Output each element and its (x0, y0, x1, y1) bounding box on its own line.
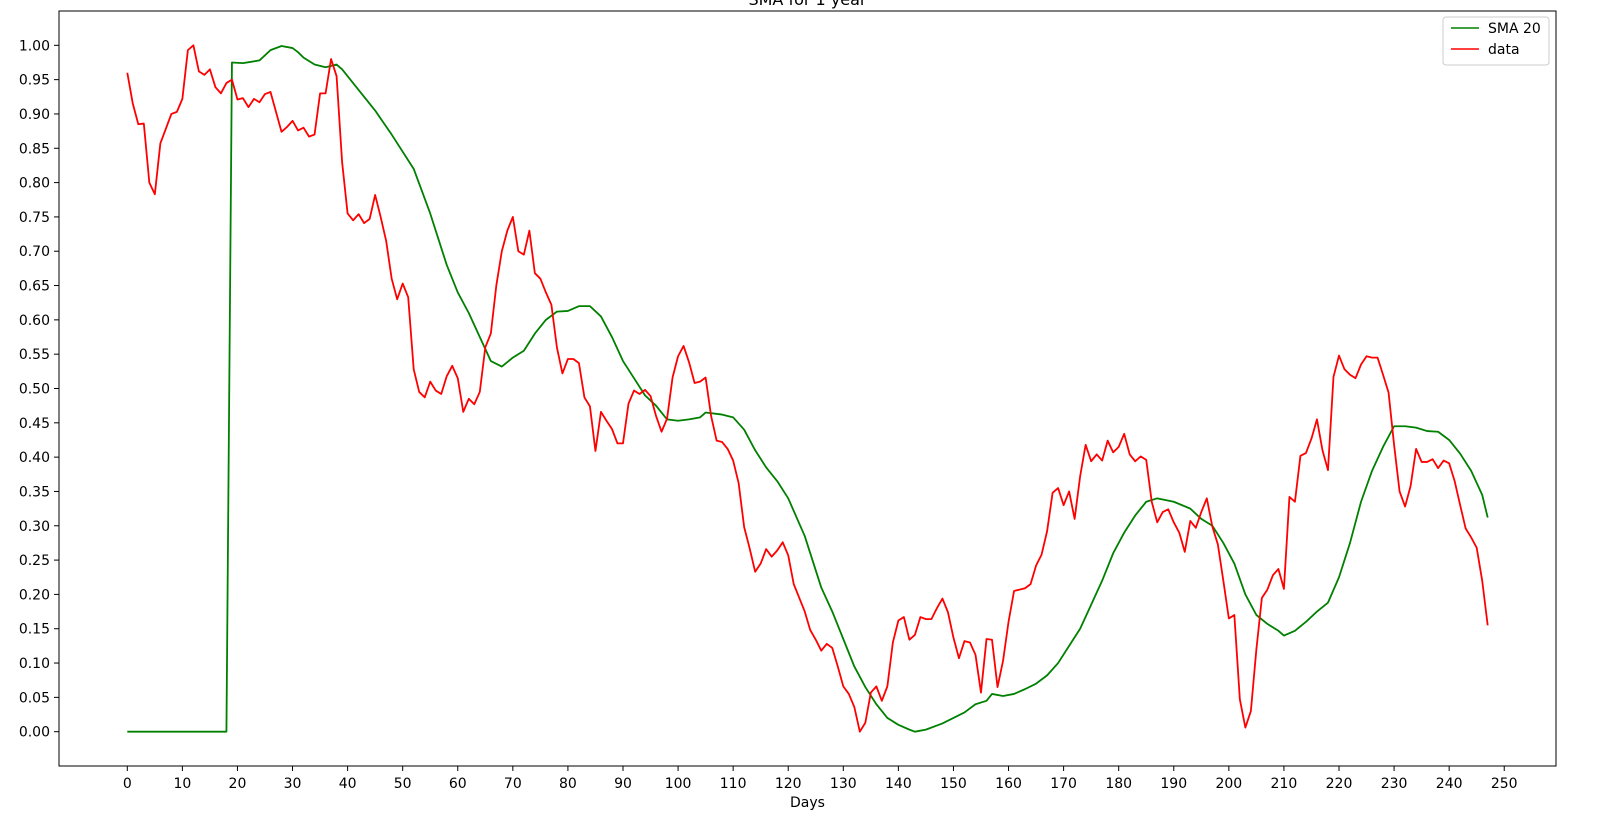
x-axis-ticks: 0 10 20 30 40 50 60 70 80 90 100 110 120 130 140 150 160… (123, 766, 1518, 792)
x-tick-label: 0 (123, 776, 132, 792)
y-tick-label: 0.95 (19, 73, 50, 89)
x-tick-label: 80 (559, 776, 577, 792)
x-tick-label: 200 (1215, 776, 1242, 792)
y-tick-label: 0.85 (19, 141, 50, 157)
y-tick-label: 0.35 (19, 484, 50, 500)
x-tick-label: 160 (995, 776, 1022, 792)
series-line-sma-20 (127, 45, 1489, 733)
series-line-data (126, 44, 1489, 733)
x-axis-label: Days (790, 795, 825, 811)
y-tick-label: 0.00 (19, 725, 50, 741)
x-tick-label: 230 (1381, 776, 1408, 792)
x-tick-label: 190 (1160, 776, 1187, 792)
y-tick-label: 0.10 (19, 656, 50, 672)
x-tick-label: 30 (284, 776, 302, 792)
y-tick-label: 0.45 (19, 416, 50, 432)
x-tick-label: 250 (1491, 776, 1518, 792)
y-axis-ticks: 0.00 0.05 0.10 0.15 0.20 0.25 0.30 0.35 0.40 0.45… (19, 38, 59, 741)
legend: SMA 20 data (1442, 16, 1550, 66)
x-tick-label: 70 (504, 776, 522, 792)
y-tick-label: 0.60 (19, 313, 50, 329)
x-tick-label: 110 (720, 776, 747, 792)
x-tick-label: 180 (1105, 776, 1132, 792)
y-tick-label: 0.55 (19, 347, 50, 363)
y-tick-label: 0.25 (19, 553, 50, 569)
y-tick-label: 0.05 (19, 690, 50, 706)
x-tick-label: 120 (775, 776, 802, 792)
x-tick-label: 20 (229, 776, 247, 792)
y-tick-label: 0.20 (19, 587, 50, 603)
legend-box (1442, 16, 1550, 66)
x-tick-label: 40 (339, 776, 357, 792)
y-tick-label: 0.15 (19, 622, 50, 638)
y-tick-label: 0.30 (19, 519, 50, 535)
x-tick-label: 150 (940, 776, 967, 792)
y-tick-label: 0.70 (19, 244, 50, 260)
series-group (126, 44, 1489, 733)
legend-label-data: data (1488, 42, 1520, 58)
x-tick-label: 50 (394, 776, 412, 792)
y-tick-label: 0.90 (19, 107, 50, 123)
y-tick-label: 0.40 (19, 450, 50, 466)
x-tick-label: 240 (1436, 776, 1463, 792)
y-tick-label: 0.65 (19, 279, 50, 295)
x-tick-label: 220 (1326, 776, 1353, 792)
legend-label-sma-20: SMA 20 (1488, 21, 1541, 37)
plot-frame (58, 10, 1557, 767)
x-tick-label: 130 (830, 776, 857, 792)
y-tick-label: 0.80 (19, 176, 50, 192)
y-tick-label: 0.50 (19, 382, 50, 398)
x-tick-label: 60 (449, 776, 467, 792)
chart-title: SMA for 1 year (748, 0, 866, 9)
x-tick-label: 210 (1271, 776, 1298, 792)
x-tick-label: 10 (173, 776, 191, 792)
x-tick-label: 100 (665, 776, 692, 792)
x-tick-label: 90 (614, 776, 632, 792)
x-tick-label: 140 (885, 776, 912, 792)
x-tick-label: 170 (1050, 776, 1077, 792)
y-tick-label: 0.75 (19, 210, 50, 226)
y-tick-label: 1.00 (19, 38, 50, 54)
